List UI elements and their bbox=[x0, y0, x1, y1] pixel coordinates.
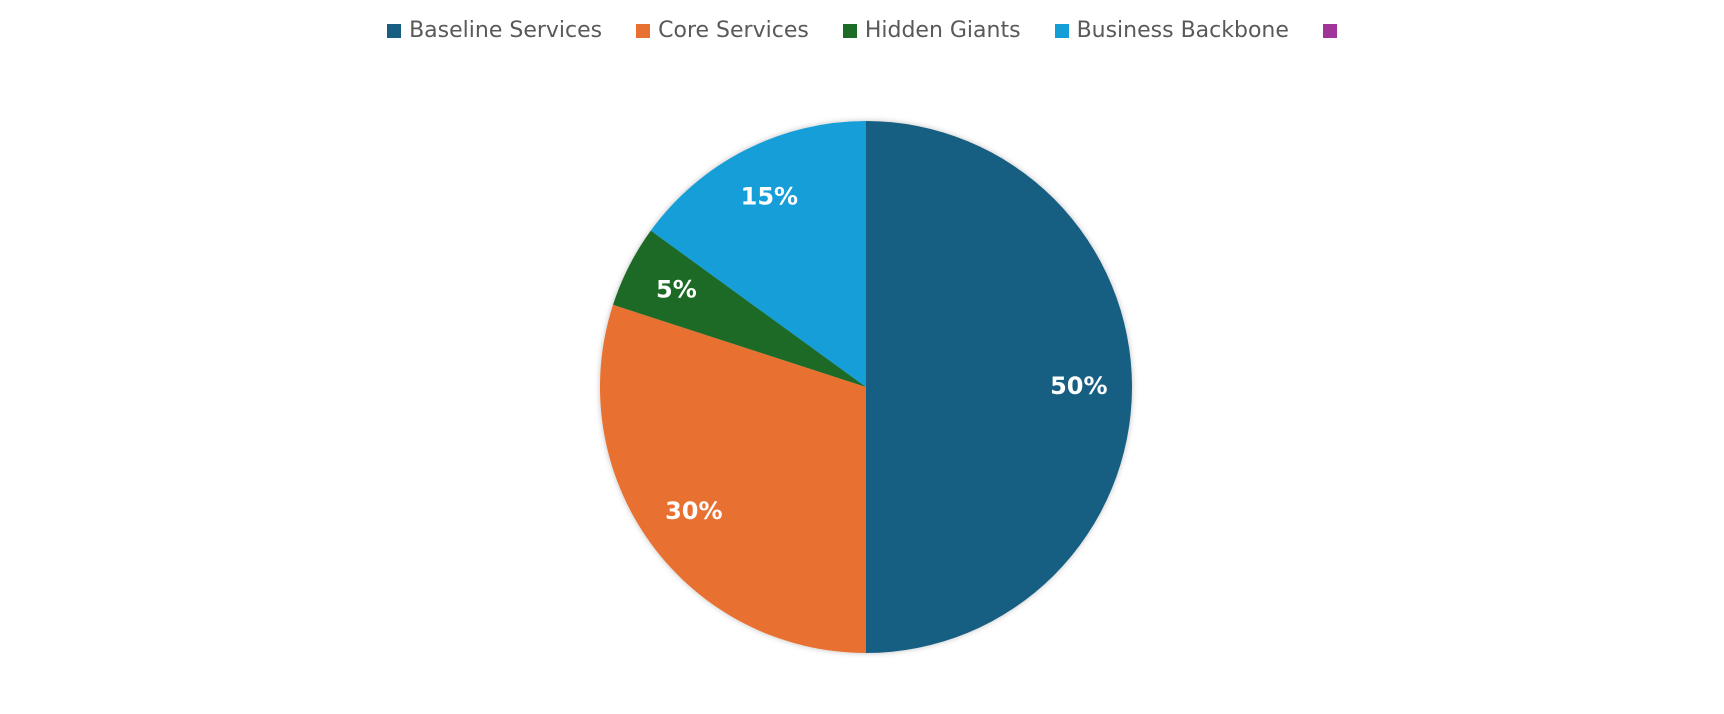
data-labels: 50% 30% 5% 15% bbox=[656, 182, 1108, 525]
legend-item: Hidden Giants bbox=[842, 18, 1021, 43]
legend-label: Baseline Services bbox=[409, 18, 603, 43]
legend-item bbox=[1322, 18, 1337, 43]
legend-swatch bbox=[636, 23, 651, 38]
data-label: 30% bbox=[665, 497, 722, 525]
legend-swatch bbox=[1322, 23, 1337, 38]
legend-swatch bbox=[387, 23, 402, 38]
pie-slice bbox=[613, 230, 866, 387]
legend-swatch bbox=[842, 23, 857, 38]
data-label: 5% bbox=[656, 275, 697, 303]
pie-slice bbox=[866, 121, 1132, 653]
pie-slice bbox=[600, 304, 866, 653]
legend-item: Baseline Services bbox=[387, 18, 602, 43]
data-label: 15% bbox=[741, 182, 798, 210]
legend-swatch bbox=[1054, 23, 1069, 38]
legend-label: Business Backbone bbox=[1076, 18, 1289, 43]
legend-label: Core Services bbox=[658, 18, 809, 43]
pie bbox=[600, 121, 1132, 653]
pie-slice bbox=[650, 121, 866, 387]
legend: Baseline Services Core Services Hidden Gia… bbox=[0, 18, 1724, 43]
legend-item: Business Backbone bbox=[1054, 18, 1289, 43]
data-label: 50% bbox=[1050, 372, 1107, 400]
legend-item: Core Services bbox=[636, 18, 809, 43]
legend-label: Hidden Giants bbox=[864, 18, 1021, 43]
